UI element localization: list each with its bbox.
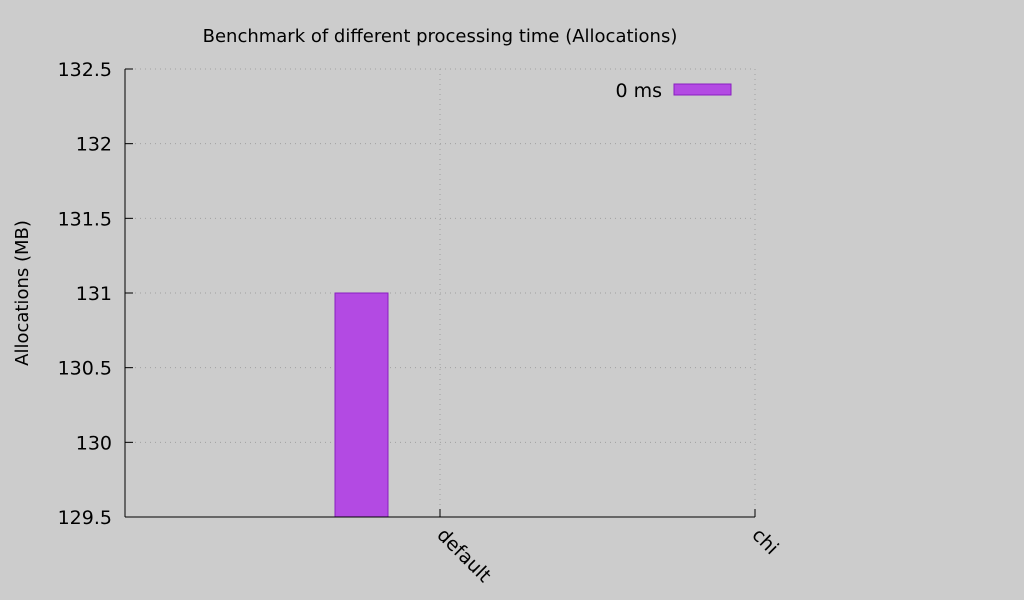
legend: 0 ms — [615, 80, 732, 102]
bars — [334, 292, 389, 518]
grid-lines — [125, 68, 756, 517]
y-tick-label: 131.5 — [58, 208, 112, 230]
bar — [334, 292, 389, 518]
y-tick-label: 129.5 — [58, 507, 112, 529]
y-tick-label: 131 — [76, 283, 112, 305]
y-tick-labels: 129.5 130 130.5 131 131.5 132 132.5 — [58, 59, 112, 529]
chart-title: Benchmark of different processing time (… — [203, 26, 678, 47]
axes — [124, 68, 756, 518]
x-tick-label: chi — [747, 524, 782, 559]
y-axis-label: Allocations (MB) — [12, 220, 33, 366]
y-tick-label: 132 — [76, 134, 112, 156]
y-tick-label: 130 — [76, 432, 112, 454]
x-tick-label: default — [432, 524, 495, 587]
y-tick-label: 130.5 — [58, 358, 112, 380]
legend-swatch — [673, 83, 732, 96]
legend-label: 0 ms — [615, 80, 662, 102]
x-tick-labels: default chi — [432, 524, 782, 587]
y-tick-label: 132.5 — [58, 59, 112, 81]
